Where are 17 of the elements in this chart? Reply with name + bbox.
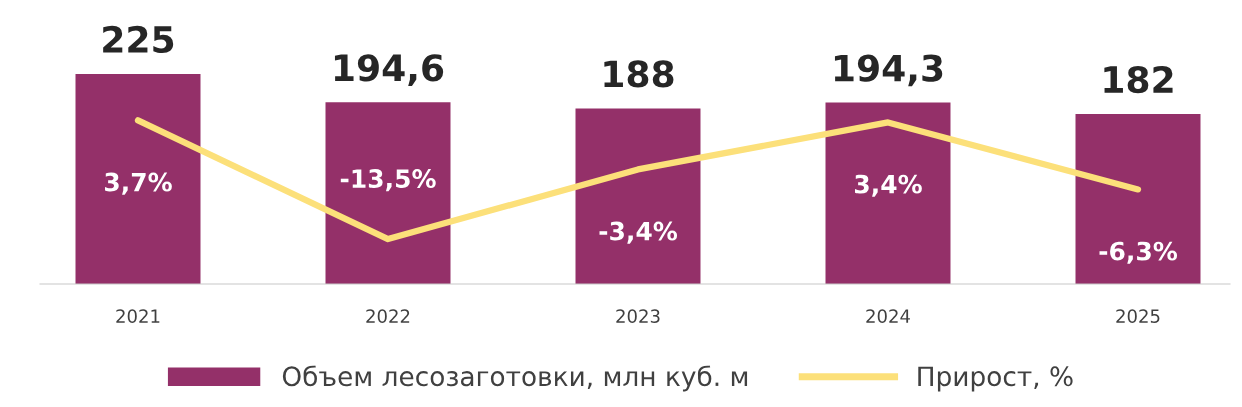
x-tick-label: 2023 <box>616 309 660 323</box>
data-label: 194,6 <box>334 54 444 87</box>
data-label: 188 <box>604 60 674 88</box>
x-tick-label: 2021 <box>116 309 160 323</box>
data-label: 194,3 <box>834 54 943 87</box>
data-label: 182 <box>1104 65 1173 94</box>
x-tick-label: 2022 <box>366 309 410 323</box>
data-label: -3,4% <box>599 221 678 244</box>
data-label: -13,5% <box>340 169 436 192</box>
data-label: 225 <box>103 25 174 54</box>
x-tick-label: 2024 <box>866 309 910 323</box>
x-tick-label: 2025 <box>1116 309 1160 323</box>
data-label: -6,3% <box>1099 241 1178 264</box>
legend-label: Объем лесозаготовки, млн куб. м <box>282 365 748 392</box>
data-label: 3,4% <box>855 174 922 197</box>
legend-label: Прирост, % <box>918 366 1073 392</box>
data-label: 3,7% <box>105 172 172 195</box>
